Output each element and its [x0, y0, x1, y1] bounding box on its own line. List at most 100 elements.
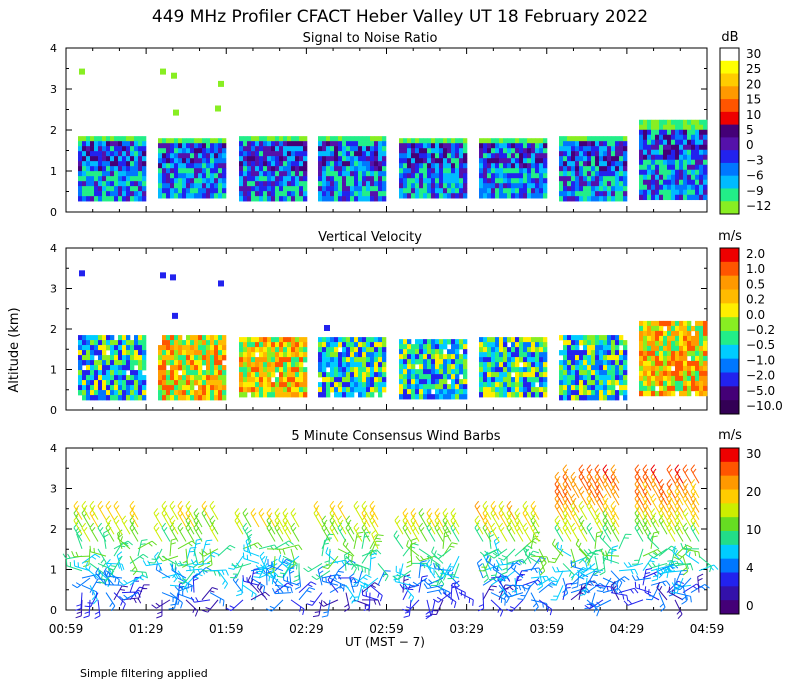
heatmap-cell: [699, 360, 704, 367]
wind-barb: [209, 515, 219, 535]
barb-flag: [242, 508, 248, 514]
barb-flag: [75, 608, 82, 611]
heatmap-cell: [699, 149, 704, 156]
heatmap-cell: [142, 355, 147, 361]
wind-barb: [209, 592, 225, 607]
heatmap-cell: [647, 320, 652, 327]
barb-flag: [396, 573, 402, 578]
heatmap-cell: [491, 173, 496, 179]
heatmap-cell: [346, 166, 351, 172]
heatmap-cell: [90, 385, 95, 391]
colorbar-swatch: [720, 489, 739, 504]
heatmap-cell: [423, 394, 428, 400]
barb-shaft: [337, 559, 351, 572]
heatmap-cell: [567, 166, 572, 172]
heatmap-cell: [495, 193, 500, 199]
heatmap-cell: [439, 354, 444, 360]
wind-barb: [158, 555, 179, 562]
heatmap-cell: [699, 144, 704, 151]
heatmap-cell: [346, 161, 351, 167]
wind-barb: [242, 522, 252, 542]
heatmap-cell: [639, 340, 644, 347]
heatmap-cell: [102, 350, 107, 356]
wind-barb: [321, 575, 339, 586]
heatmap-cell: [515, 357, 520, 363]
heatmap-cell: [455, 138, 460, 144]
wind-barb: [153, 508, 163, 528]
heatmap-cell: [218, 365, 223, 371]
barb-flag: [196, 573, 203, 577]
heatmap-cell: [338, 337, 343, 343]
heatmap-cell: [603, 186, 608, 192]
heatmap-cell: [599, 345, 604, 351]
heatmap-cell: [295, 352, 300, 358]
heatmap-cell: [287, 367, 292, 373]
heatmap-cell: [507, 153, 512, 159]
barb-flag: [102, 562, 107, 568]
barb-shaft: [81, 553, 96, 564]
heatmap-cell: [683, 134, 688, 141]
wind-barb: [217, 570, 228, 589]
heatmap-cell: [354, 382, 359, 388]
heatmap-cell: [675, 365, 680, 372]
barb-flag: [193, 508, 199, 514]
heatmap-cell: [90, 380, 95, 386]
heatmap-cell: [451, 349, 456, 355]
heatmap-cell: [283, 141, 288, 147]
wind-barb: [94, 599, 101, 620]
heatmap-cell: [295, 342, 300, 348]
heatmap-cell: [671, 174, 676, 181]
heatmap-cell: [346, 146, 351, 152]
heatmap-cell: [194, 163, 199, 169]
heatmap-cell: [515, 362, 520, 368]
barb-flag: [107, 581, 111, 588]
heatmap-cell: [194, 188, 199, 194]
heatmap-cell: [483, 357, 488, 363]
wind-barb: [193, 508, 203, 528]
barb-flag: [278, 554, 282, 561]
wind-barb: [225, 599, 244, 612]
barb-flag: [311, 575, 317, 581]
heatmap-cell: [643, 164, 648, 171]
heatmap-cell: [174, 360, 179, 366]
heatmap-cell: [691, 154, 696, 161]
heatmap-cell: [671, 149, 676, 156]
heatmap-cell: [615, 340, 620, 346]
heatmap-cell: [487, 178, 492, 184]
colorbar-label: 10: [746, 108, 761, 122]
barb-shaft: [243, 550, 260, 557]
heatmap-cell: [366, 372, 371, 378]
barb-flag: [371, 505, 376, 510]
heatmap-cell: [118, 141, 123, 147]
barb-flag: [91, 505, 96, 510]
heatmap-cell: [567, 151, 572, 157]
heatmap-cell: [170, 163, 175, 169]
heatmap-cell: [415, 384, 420, 390]
heatmap-cell: [511, 382, 516, 388]
heatmap-cell: [190, 380, 195, 386]
heatmap-cell: [86, 345, 91, 351]
heatmap-cell: [267, 141, 272, 147]
heatmap-cell: [439, 143, 444, 149]
heatmap-cell: [675, 320, 680, 327]
barb-shaft: [103, 532, 107, 549]
heatmap-cell: [675, 149, 680, 156]
heatmap-cell: [419, 389, 424, 395]
heatmap-cell: [403, 374, 408, 380]
heatmap-cell: [667, 184, 672, 191]
heatmap-cell: [695, 320, 700, 327]
heatmap-cell: [295, 186, 300, 192]
heatmap-cell: [370, 352, 375, 358]
heatmap-cell: [399, 138, 404, 144]
barb-shaft: [116, 555, 123, 571]
heatmap-cell: [362, 161, 367, 167]
barb-shaft: [169, 505, 179, 520]
heatmap-cell: [218, 355, 223, 361]
heatmap-cell: [403, 379, 408, 385]
heatmap-cell: [535, 143, 540, 149]
heatmap-cell: [106, 176, 111, 182]
barb-flag: [153, 508, 159, 514]
heatmap-cell: [334, 156, 339, 162]
heatmap-cell: [259, 377, 264, 383]
heatmap-cell: [287, 136, 292, 142]
